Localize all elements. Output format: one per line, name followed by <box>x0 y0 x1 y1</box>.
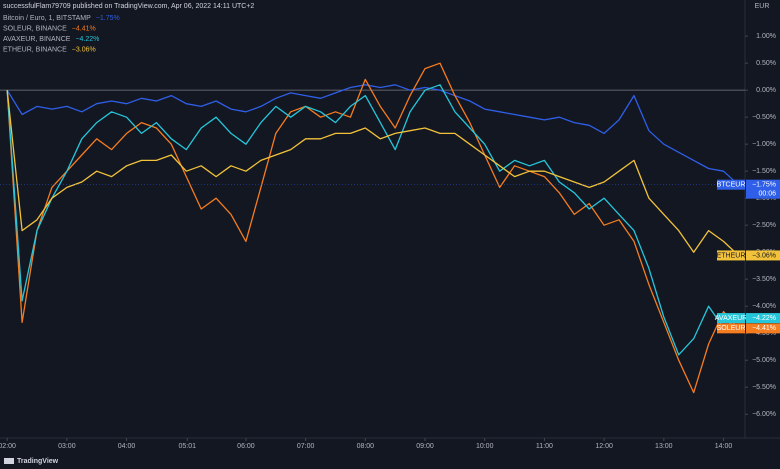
legend-value: −3.06% <box>72 46 96 53</box>
countdown: 00:06 <box>758 191 776 198</box>
y-tick-label: −1.50% <box>752 168 776 175</box>
x-tick-label: 07:00 <box>297 443 315 450</box>
symbol-badge <box>717 323 745 334</box>
symbol-label: AVAXEUR <box>715 315 747 322</box>
x-tick-label: 10:00 <box>476 443 494 450</box>
symbol-badge <box>717 179 745 190</box>
footer: TradingView <box>17 458 59 465</box>
y-tick-label: −4.50% <box>752 330 776 337</box>
x-tick-label: 06:00 <box>237 443 255 450</box>
y-tick-label: 0.50% <box>756 60 776 67</box>
x-tick-label: 11:00 <box>536 443 553 450</box>
x-tick-label: 09:00 <box>416 443 434 450</box>
legend-name: Bitcoin / Euro, 1, BITSTAMP <box>3 15 91 22</box>
symbol-badge <box>717 313 745 324</box>
y-tick-label: 0.00% <box>756 87 776 94</box>
legend-name: SOLEUR, BINANCE <box>3 25 67 32</box>
x-tick-label: 03:00 <box>58 443 76 450</box>
y-tick-label: −6.00% <box>752 411 776 418</box>
value-badge <box>746 313 780 324</box>
currency: EUR <box>755 3 770 10</box>
x-tick-label: 13:00 <box>655 443 673 450</box>
legend-value: −1.75% <box>96 15 120 22</box>
symbol-badge <box>717 250 745 261</box>
symbol-label: ETHEUR <box>717 252 746 259</box>
x-tick-label: 05:01 <box>178 443 196 450</box>
y-tick-label: 1.00% <box>756 33 776 40</box>
value-badge <box>746 250 780 261</box>
series-line <box>6 84 739 186</box>
y-tick-label: −5.50% <box>752 384 776 391</box>
legend-name: AVAXEUR, BINANCE <box>3 36 71 43</box>
x-tick-label: 08:00 <box>357 443 375 450</box>
symbol-label: SOLEUR <box>717 325 746 332</box>
y-tick-label: −4.00% <box>752 303 776 310</box>
value-label: −1.75% <box>752 182 776 189</box>
value-label: −4.22% <box>752 315 776 322</box>
series-line <box>6 84 739 356</box>
symbol-label: BTCEUR <box>717 182 746 189</box>
logo-icon <box>4 458 14 464</box>
series-line <box>6 90 739 256</box>
x-tick-label: 14:00 <box>715 443 733 450</box>
y-tick-label: −1.00% <box>752 141 776 148</box>
value-label: −3.06% <box>752 252 776 259</box>
value-label: −4.41% <box>752 325 776 332</box>
header: successfulFlam79709 published on Trading… <box>3 3 254 10</box>
x-tick-label: 02:00 <box>0 443 16 450</box>
y-tick-label: −2.50% <box>752 222 776 229</box>
y-tick-label: −0.50% <box>752 114 776 121</box>
y-tick-label: −3.50% <box>752 276 776 283</box>
y-tick-label: −5.00% <box>752 357 776 364</box>
footer-logo: TradingView <box>4 458 59 465</box>
value-badge <box>746 323 780 334</box>
value-badge <box>746 179 780 199</box>
legend-name: ETHEUR, BINANCE <box>3 46 67 53</box>
x-tick-label: 04:00 <box>118 443 136 450</box>
legend-value: −4.22% <box>75 36 99 43</box>
legend-value: −4.41% <box>72 25 96 32</box>
x-tick-label: 12:00 <box>595 443 613 450</box>
series-line <box>6 62 739 394</box>
